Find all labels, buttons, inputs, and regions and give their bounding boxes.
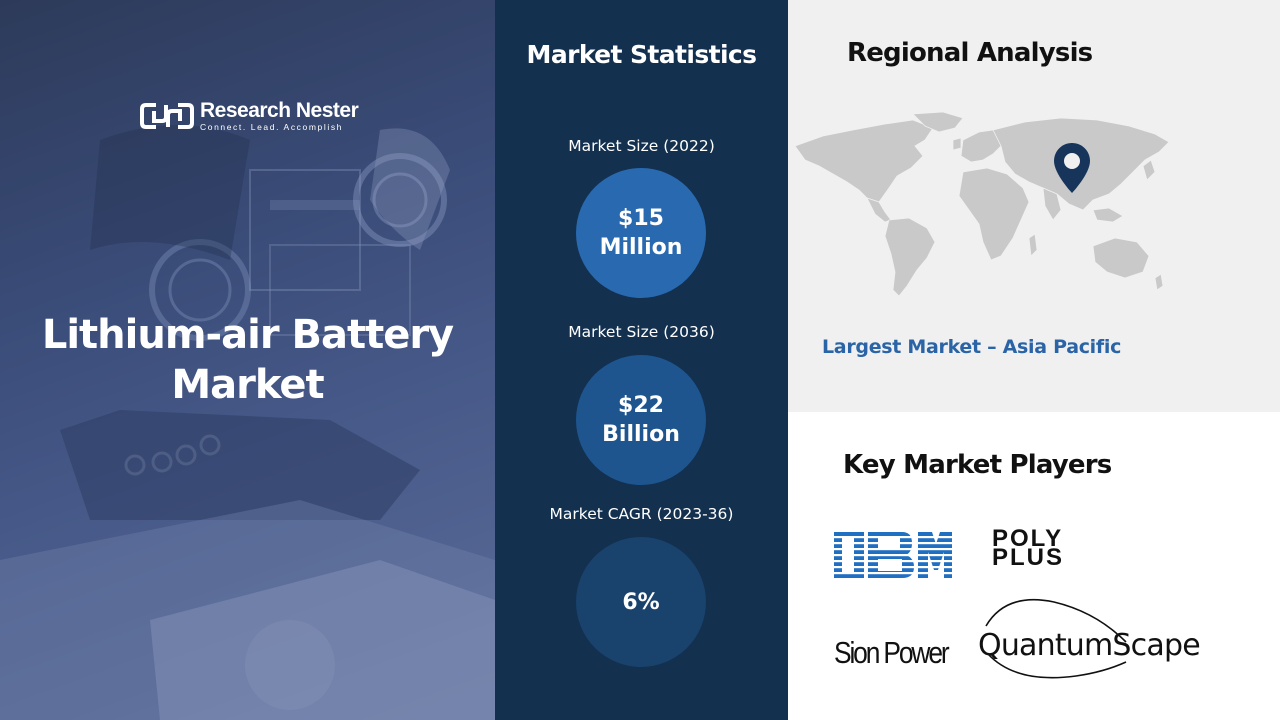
hero-panel: Research Nester Connect. Lead. Accomplis… bbox=[0, 0, 495, 720]
sion-power-logo: Sion Power bbox=[834, 635, 950, 670]
regional-analysis-heading: Regional Analysis bbox=[847, 38, 1093, 68]
quantumscape-logo: QuantumScape bbox=[976, 598, 1202, 682]
stat-value-line: 6% bbox=[622, 589, 660, 615]
market-statistics-panel: Market Statistics Market Size (2022) $15… bbox=[495, 0, 788, 720]
quantumscape-swoosh-icon bbox=[985, 598, 1127, 679]
page-title-line-1: Lithium-air Battery bbox=[41, 312, 454, 358]
polyplus-logo-line-2: PLUS bbox=[992, 544, 1065, 571]
page-title-line-2: Market bbox=[171, 362, 324, 408]
stat-value-line: Billion bbox=[602, 422, 680, 447]
stat-value-line: $22 bbox=[618, 393, 664, 418]
stat-value-market-size-2022: $15 Million bbox=[576, 168, 706, 298]
research-nester-logo: Research Nester Connect. Lead. Accomplis… bbox=[140, 99, 359, 132]
key-market-players-panel: Key Market Players bbox=[788, 412, 1280, 720]
key-market-players-heading: Key Market Players bbox=[843, 450, 1112, 480]
world-map bbox=[794, 111, 1170, 297]
hero-overlay bbox=[0, 0, 495, 720]
location-pin-icon bbox=[1054, 143, 1090, 193]
background-tech-illustration bbox=[0, 125, 495, 720]
regional-analysis-panel: Regional Analysis bbox=[788, 0, 1280, 412]
page-title: Lithium-air Battery Market bbox=[0, 310, 495, 410]
stat-value-market-size-2036: $22 Billion bbox=[576, 355, 706, 485]
largest-market-label: Largest Market – Asia Pacific bbox=[822, 336, 1122, 358]
research-nester-mark-icon bbox=[140, 103, 194, 129]
stat-value-market-cagr: 6% bbox=[576, 537, 706, 667]
stat-label-market-size-2022: Market Size (2022) bbox=[568, 137, 715, 155]
stat-label-market-size-2036: Market Size (2036) bbox=[568, 323, 715, 341]
polyplus-logo-line-1: POLY bbox=[992, 525, 1064, 552]
market-statistics-heading: Market Statistics bbox=[526, 40, 757, 69]
brand-name: Research Nester bbox=[200, 99, 359, 122]
stat-value-line: Million bbox=[599, 235, 683, 260]
polyplus-logo: POLY PLUS bbox=[992, 525, 1122, 571]
quantumscape-logo-text: QuantumScape bbox=[978, 628, 1201, 663]
stat-label-market-cagr: Market CAGR (2023-36) bbox=[549, 505, 734, 523]
brand-tagline: Connect. Lead. Accomplish bbox=[200, 122, 344, 132]
stat-value-line: $15 bbox=[618, 206, 664, 231]
ibm-logo bbox=[832, 532, 952, 578]
